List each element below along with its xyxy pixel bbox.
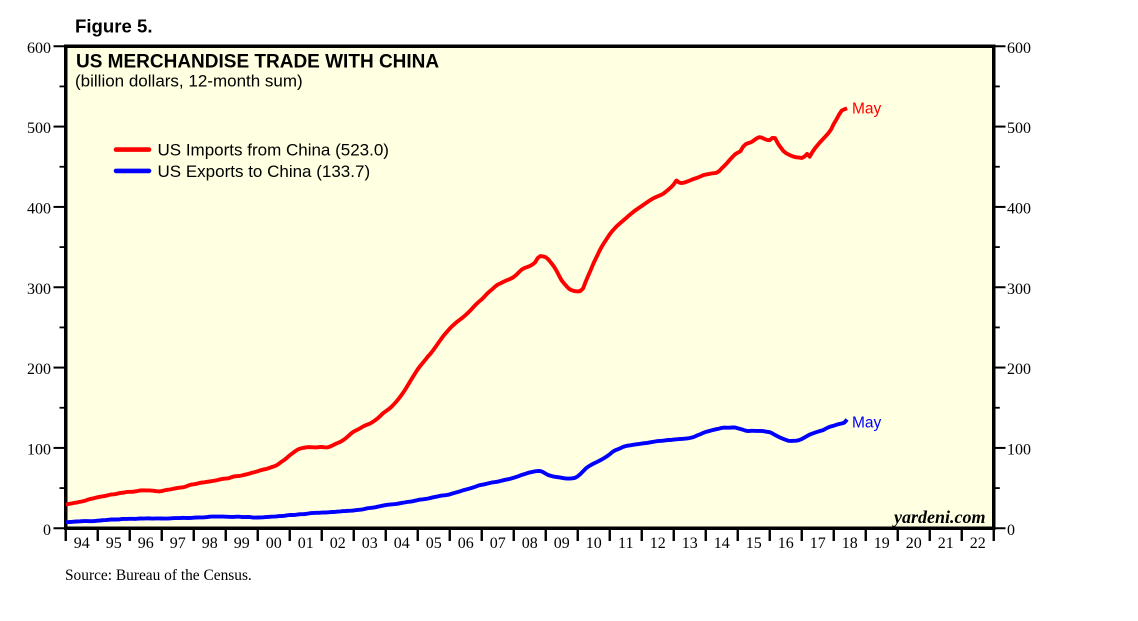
svg-text:12: 12 <box>650 535 666 552</box>
svg-text:07: 07 <box>490 535 506 552</box>
svg-text:06: 06 <box>458 535 474 552</box>
svg-text:May: May <box>852 101 882 118</box>
svg-text:98: 98 <box>202 535 218 552</box>
svg-text:200: 200 <box>1007 361 1031 378</box>
svg-text:10: 10 <box>586 535 602 552</box>
svg-text:0: 0 <box>1007 522 1015 539</box>
svg-text:0: 0 <box>43 522 51 539</box>
svg-text:19: 19 <box>874 535 890 552</box>
svg-text:100: 100 <box>1007 441 1031 458</box>
svg-text:22: 22 <box>970 535 986 552</box>
svg-text:600: 600 <box>27 40 51 57</box>
svg-text:00: 00 <box>266 535 282 552</box>
svg-text:US Imports from China (523.0): US Imports from China (523.0) <box>158 141 389 160</box>
svg-text:300: 300 <box>1007 281 1031 298</box>
svg-text:15: 15 <box>746 535 762 552</box>
svg-text:US MERCHANDISE TRADE WITH CHIN: US MERCHANDISE TRADE WITH CHINA <box>76 52 439 73</box>
svg-text:01: 01 <box>298 535 314 552</box>
svg-text:09: 09 <box>554 535 570 552</box>
svg-text:11: 11 <box>618 535 633 552</box>
svg-text:600: 600 <box>1007 40 1031 57</box>
svg-text:99: 99 <box>234 535 250 552</box>
svg-text:02: 02 <box>330 535 346 552</box>
svg-text:400: 400 <box>27 200 51 217</box>
svg-text:yardeni.com: yardeni.com <box>892 507 986 527</box>
svg-text:05: 05 <box>426 535 442 552</box>
svg-text:08: 08 <box>522 535 538 552</box>
svg-text:97: 97 <box>170 535 186 552</box>
svg-text:94: 94 <box>74 535 90 552</box>
svg-text:100: 100 <box>27 441 51 458</box>
svg-text:(billion dollars, 12-month sum: (billion dollars, 12-month sum) <box>75 72 303 91</box>
svg-text:14: 14 <box>714 535 730 552</box>
svg-text:500: 500 <box>27 120 51 137</box>
svg-text:US Exports to China (133.7): US Exports to China (133.7) <box>158 162 371 181</box>
svg-text:17: 17 <box>810 535 826 552</box>
svg-text:400: 400 <box>1007 200 1031 217</box>
svg-text:95: 95 <box>106 535 122 552</box>
svg-text:03: 03 <box>362 535 378 552</box>
svg-text:May: May <box>852 415 882 432</box>
svg-text:13: 13 <box>682 535 698 552</box>
svg-text:300: 300 <box>27 281 51 298</box>
svg-text:500: 500 <box>1007 120 1031 137</box>
svg-text:04: 04 <box>394 535 410 552</box>
svg-text:20: 20 <box>906 535 922 552</box>
svg-text:Source: Bureau of the Census.: Source: Bureau of the Census. <box>65 567 252 584</box>
svg-text:16: 16 <box>778 535 794 552</box>
svg-text:96: 96 <box>138 535 154 552</box>
svg-text:200: 200 <box>27 361 51 378</box>
svg-text:Figure 5.: Figure 5. <box>75 16 153 37</box>
svg-text:21: 21 <box>938 535 954 552</box>
svg-text:18: 18 <box>842 535 858 552</box>
